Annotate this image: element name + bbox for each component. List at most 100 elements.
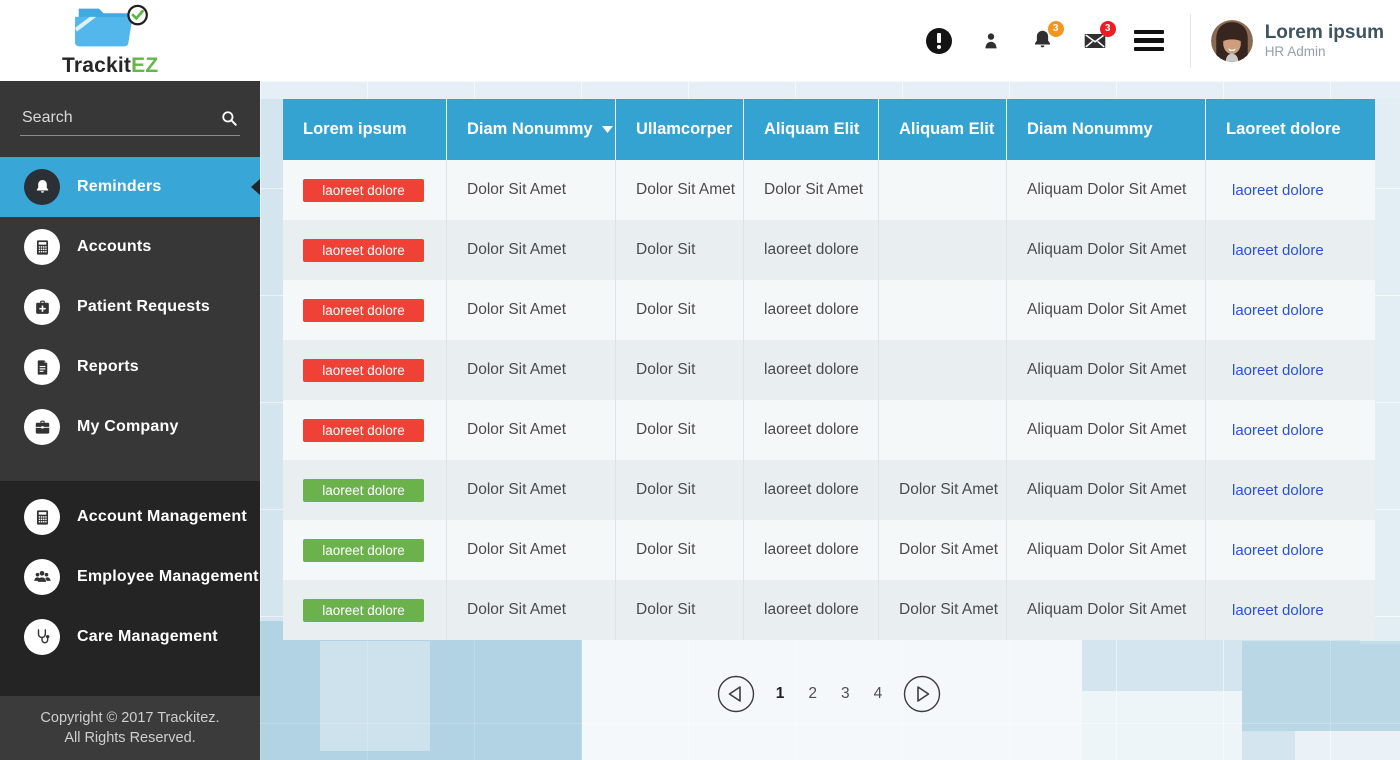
notifications-bell-icon[interactable]: 3 [1028,20,1064,56]
profile-name: Lorem ipsum [1264,22,1384,43]
user-icon[interactable] [976,26,1006,56]
status-cell: laoreet dolore [283,400,447,460]
main-content: Lorem ipsum Diam Nonummy Ullamcorper Aliqua… [260,81,1400,760]
table-cell: Aliquam Dolor Sit Amet [1007,520,1206,580]
status-cell: laoreet dolore [283,280,447,340]
sidebar-item-employee-management[interactable]: Employee Management [0,547,260,607]
sidebar-item-my-company[interactable]: My Company [0,397,260,457]
profile-role: HR Admin [1264,44,1326,59]
table-cell: Dolor Sit Amet [447,220,616,280]
table-cell: Dolor Sit Amet [447,520,616,580]
table-cell: Aliquam Dolor Sit Amet [1007,160,1206,220]
table-cell: laoreet dolore [744,460,879,520]
table-row: laoreet dolore Dolor Sit Amet Dolor Sit lao… [283,580,1375,640]
page-number-1[interactable]: 1 [775,685,785,702]
sidebar-item-label: Reminders [77,178,162,195]
column-header-lorem-ipsum-1: Lorem ipsum [283,99,447,160]
sidebar-item-care-management[interactable]: Care Management [0,607,260,667]
row-action-link[interactable]: laoreet dolore [1232,541,1324,559]
sidebar-search [0,81,260,157]
search-icon[interactable] [220,109,238,132]
messages-mail-icon[interactable]: 3 [1080,20,1116,56]
action-cell: laoreet dolore [1206,280,1375,340]
search-input[interactable] [20,102,240,136]
sidebar-item-label: Accounts [77,238,152,255]
sidebar-item-patient-requests[interactable]: Patient Requests [0,277,260,337]
row-action-link[interactable]: laoreet dolore [1232,601,1324,619]
table-cell: Dolor Sit [616,460,744,520]
table-cell: Dolor Sit Amet [447,280,616,340]
table-cell: laoreet dolore [744,220,879,280]
page-number-4[interactable]: 4 [873,685,883,702]
row-action-link[interactable]: laoreet dolore [1232,421,1324,439]
table-cell: Aliquam Dolor Sit Amet [1007,400,1206,460]
table-cell: Dolor Sit Amet [879,580,1007,640]
medical-bag-icon [24,289,60,325]
stethoscope-icon [24,619,60,655]
column-header-label: Aliquam Elit [899,120,995,138]
status-badge-red: laoreet dolore [303,238,424,262]
column-header-aliquam-elit-4: Aliquam Elit [744,99,879,160]
column-header-diam-nonummy-6: Diam Nonummy [1007,99,1206,160]
action-cell: laoreet dolore [1206,220,1375,280]
status-badge-red: laoreet dolore [303,358,424,382]
sidebar-item-label: Care Management [77,628,218,645]
previous-page-button[interactable] [716,674,756,714]
action-cell: laoreet dolore [1206,580,1375,640]
table-cell: Aliquam Dolor Sit Amet [1007,580,1206,640]
page-number-3[interactable]: 3 [841,685,850,702]
table-cell [879,160,1007,220]
trackitez-logo[interactable]: TrackitEZ [62,3,158,78]
alert-icon[interactable] [924,26,954,56]
column-header-label: Ullamcorper [636,120,733,138]
status-badge-red: laoreet dolore [303,178,424,202]
sidebar-item-reminders[interactable]: Reminders [0,157,260,217]
sidebar-item-reports[interactable]: Reports [0,337,260,397]
action-cell: laoreet dolore [1206,160,1375,220]
column-header-label: Diam Nonummy [467,120,593,138]
table-cell: Dolor Sit Amet [447,160,616,220]
sidebar: Reminders Accounts Patient Requests Reports… [0,81,260,760]
action-cell: laoreet dolore [1206,460,1375,520]
table-cell [879,400,1007,460]
sidebar-item-account-management[interactable]: Account Management [0,487,260,547]
column-header-label: Diam Nonummy [1027,120,1153,138]
page-number-2[interactable]: 2 [808,685,817,702]
row-action-link[interactable]: laoreet dolore [1232,301,1324,319]
header-actions: 3 3 [902,13,1400,68]
avatar [1210,19,1253,62]
table-row: laoreet dolore Dolor Sit Amet Dolor Sit lao… [283,520,1375,580]
status-badge-green: laoreet dolore [303,478,424,502]
next-page-button[interactable] [902,674,942,714]
column-header-label: Lorem ipsum [303,120,407,138]
row-action-link[interactable]: laoreet dolore [1232,241,1324,259]
status-cell: laoreet dolore [283,220,447,280]
sidebar-item-accounts[interactable]: Accounts [0,217,260,277]
copyright-line: Copyright © 2017 Trackitez. [40,710,220,726]
sidebar-secondary-section: Account Management Employee Management Car… [0,481,260,696]
row-action-link[interactable]: laoreet dolore [1232,181,1324,199]
column-header-diam-nonummy-2[interactable]: Diam Nonummy [447,99,616,160]
status-badge-red: laoreet dolore [303,298,424,322]
status-badge-green: laoreet dolore [303,538,424,562]
column-header-aliquam-elit-5: Aliquam Elit [879,99,1007,160]
row-action-link[interactable]: laoreet dolore [1232,361,1324,379]
top-header: TrackitEZ 3 3 [0,0,1400,81]
table-cell [879,280,1007,340]
table-cell: Dolor Sit [616,220,744,280]
bell-icon [24,169,60,205]
action-cell: laoreet dolore [1206,520,1375,580]
row-action-link[interactable]: laoreet dolore [1232,481,1324,499]
sidebar-item-label: Patient Requests [77,298,211,315]
status-cell: laoreet dolore [283,160,447,220]
sidebar-item-label: Account Management [77,508,247,525]
sort-caret-icon[interactable] [601,126,613,133]
table-cell: Aliquam Dolor Sit Amet [1007,220,1206,280]
user-profile[interactable]: Lorem ipsum HR Admin [1210,19,1384,62]
sidebar-footer: Copyright © 2017 Trackitez. All Rights R… [0,696,260,760]
table-cell: laoreet dolore [744,340,879,400]
action-cell: laoreet dolore [1206,340,1375,400]
table-cell: laoreet dolore [744,580,879,640]
hamburger-menu-icon[interactable] [1133,29,1164,52]
